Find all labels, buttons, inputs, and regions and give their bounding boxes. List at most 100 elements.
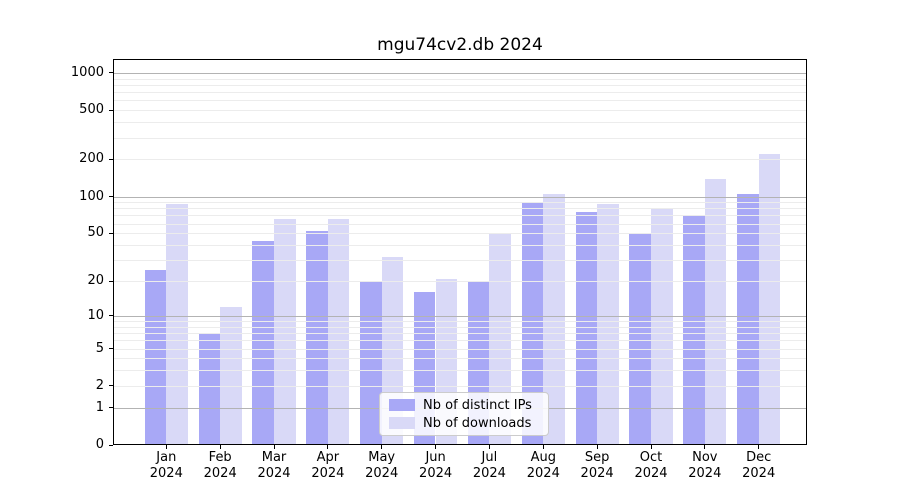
x-tick-label-jul: Jul 2024 [472, 450, 506, 481]
legend-swatch-downloads [389, 417, 415, 429]
y-tick-label: 500 [79, 102, 104, 118]
bar-jan-downloads [166, 203, 188, 445]
bar-oct-distinct-ips [629, 234, 651, 445]
y-tick-mark [109, 158, 113, 160]
x-tick-label-feb: Feb 2024 [203, 450, 237, 481]
minor-gridline [113, 340, 807, 342]
minor-gridline [113, 78, 807, 80]
y-tick-mark [109, 315, 113, 317]
legend-swatch-distinct-ips [389, 399, 415, 411]
bar-jan-distinct-ips [144, 269, 167, 445]
x-tick-mark [758, 445, 760, 449]
x-tick-label-may: May 2024 [365, 450, 399, 481]
minor-gridline [113, 326, 807, 328]
minor-gridline [113, 84, 807, 86]
bar-feb-downloads [220, 306, 242, 445]
x-tick-label-nov: Nov 2024 [688, 450, 722, 481]
bar-dec-downloads [758, 154, 781, 445]
x-tick-mark [327, 445, 329, 449]
bar-apr-distinct-ips [306, 231, 328, 445]
y-tick-label: 1 [95, 399, 104, 415]
major-gridline [113, 72, 807, 74]
y-tick-label: 100 [79, 188, 104, 204]
x-tick-mark [381, 445, 383, 449]
y-tick-label: 2 [95, 377, 104, 393]
legend-label-distinct-ips: Nb of distinct IPs [423, 397, 532, 413]
x-tick-mark [219, 445, 221, 449]
y-tick-label: 10 [87, 307, 104, 323]
x-tick-label-mar: Mar 2024 [257, 450, 291, 481]
minor-gridline [113, 159, 807, 161]
major-gridline [113, 196, 807, 198]
minor-gridline [113, 122, 807, 124]
minor-gridline [113, 223, 807, 225]
y-tick-mark [109, 348, 113, 349]
y-tick-label: 5 [95, 340, 104, 356]
minor-gridline [113, 208, 807, 210]
y-tick-mark [109, 196, 113, 197]
bar-nov-distinct-ips [683, 214, 705, 445]
x-tick-mark [704, 445, 706, 449]
y-tick-mark [109, 444, 113, 446]
y-tick-mark [109, 385, 113, 387]
x-tick-label-jan: Jan 2024 [149, 450, 183, 481]
minor-gridline [113, 358, 807, 360]
minor-gridline [113, 215, 807, 217]
x-tick-label-dec: Dec 2024 [742, 450, 776, 481]
minor-gridline [113, 348, 807, 350]
y-tick-label: 200 [79, 151, 104, 167]
minor-gridline [113, 370, 807, 372]
bar-aug-distinct-ips [521, 203, 544, 445]
x-tick-label-jun: Jun 2024 [419, 450, 453, 481]
bar-feb-distinct-ips [198, 333, 221, 445]
chart-title: mgu74cv2.db 2024 [377, 35, 543, 55]
y-tick-mark [109, 72, 113, 74]
minor-gridline [113, 281, 807, 282]
x-tick-label-aug: Aug 2024 [526, 450, 560, 481]
y-tick-label: 1000 [70, 64, 104, 80]
bar-sep-downloads [597, 203, 619, 445]
y-tick-mark [109, 109, 113, 111]
x-tick-mark [596, 445, 598, 449]
x-tick-mark [488, 445, 490, 449]
minor-gridline [113, 260, 807, 262]
bar-dec-distinct-ips [737, 193, 759, 445]
legend-item-distinct-ips: Nb of distinct IPs [389, 398, 548, 413]
bar-may-distinct-ips [360, 281, 382, 445]
x-tick-label-oct: Oct 2024 [634, 450, 668, 481]
minor-gridline [113, 100, 807, 102]
minor-gridline [113, 233, 807, 235]
x-tick-mark [542, 445, 544, 449]
minor-gridline [113, 385, 807, 387]
bar-mar-distinct-ips [252, 241, 274, 445]
x-tick-mark [165, 445, 167, 449]
minor-gridline [113, 321, 807, 322]
plot-area [113, 59, 807, 445]
x-tick-mark [273, 445, 275, 449]
y-tick-label: 50 [87, 225, 104, 241]
y-tick-mark [109, 280, 113, 282]
bar-aug-downloads [543, 193, 565, 445]
legend: Nb of distinct IPs Nb of downloads [379, 392, 549, 436]
minor-gridline [113, 245, 807, 246]
legend-label-downloads: Nb of downloads [423, 415, 532, 431]
x-tick-label-sep: Sep 2024 [580, 450, 614, 481]
bar-apr-downloads [327, 219, 350, 445]
x-tick-label-apr: Apr 2024 [311, 450, 345, 481]
minor-gridline [113, 202, 807, 204]
minor-gridline [113, 333, 807, 334]
y-tick-mark [109, 232, 113, 234]
x-tick-mark [435, 445, 437, 449]
y-tick-label: 0 [95, 437, 104, 452]
x-tick-mark [650, 445, 652, 449]
legend-item-downloads: Nb of downloads [389, 416, 548, 431]
plot-border [113, 59, 807, 445]
minor-gridline [113, 137, 807, 139]
y-tick-label: 20 [87, 273, 104, 288]
minor-gridline [113, 110, 807, 112]
major-gridline [113, 315, 807, 317]
y-tick-mark [109, 407, 113, 409]
bar-mar-downloads [274, 218, 296, 445]
minor-gridline [113, 92, 807, 94]
